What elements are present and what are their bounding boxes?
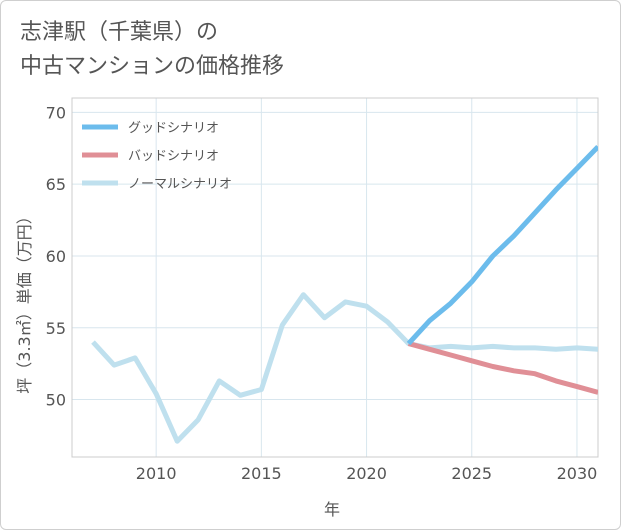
legend-label-good: グッドシナリオ (128, 121, 219, 136)
series-layer (91, 145, 598, 444)
legend-label-bad: バッドシナリオ (128, 149, 219, 164)
y-tick-label: 65 (46, 175, 66, 194)
x-tick-label: 2020 (346, 464, 387, 483)
legend-label-normal: ノーマルシナリオ (128, 177, 232, 192)
x-tick-label: 2015 (241, 464, 282, 483)
title-line-2: 中古マンションの価格推移 (20, 54, 285, 79)
y-axis-label: 坪（3.3㎡）単価（万円） (15, 208, 34, 393)
series-line-normal (91, 292, 598, 444)
x-axis-label: 年 (324, 500, 340, 519)
plot-border (71, 97, 599, 458)
chart-title: 志津駅（千葉県）の 中古マンションの価格推移 (20, 16, 284, 84)
x-tick-label: 2025 (451, 464, 492, 483)
y-tick-label: 60 (46, 247, 66, 266)
y-tick-label: 50 (46, 391, 66, 410)
y-tick-label: 55 (46, 319, 66, 338)
series-line-bad (407, 341, 598, 395)
x-tick-label: 2030 (557, 464, 598, 483)
series-line-good (406, 145, 598, 346)
title-line-1: 志津駅（千葉県）の (20, 20, 219, 45)
x-tick-label: 2010 (136, 464, 177, 483)
tick-layer: 2010 2015 2020 2025 2030 50 55 60 65 70 (46, 103, 598, 483)
y-tick-label: 70 (46, 103, 66, 122)
